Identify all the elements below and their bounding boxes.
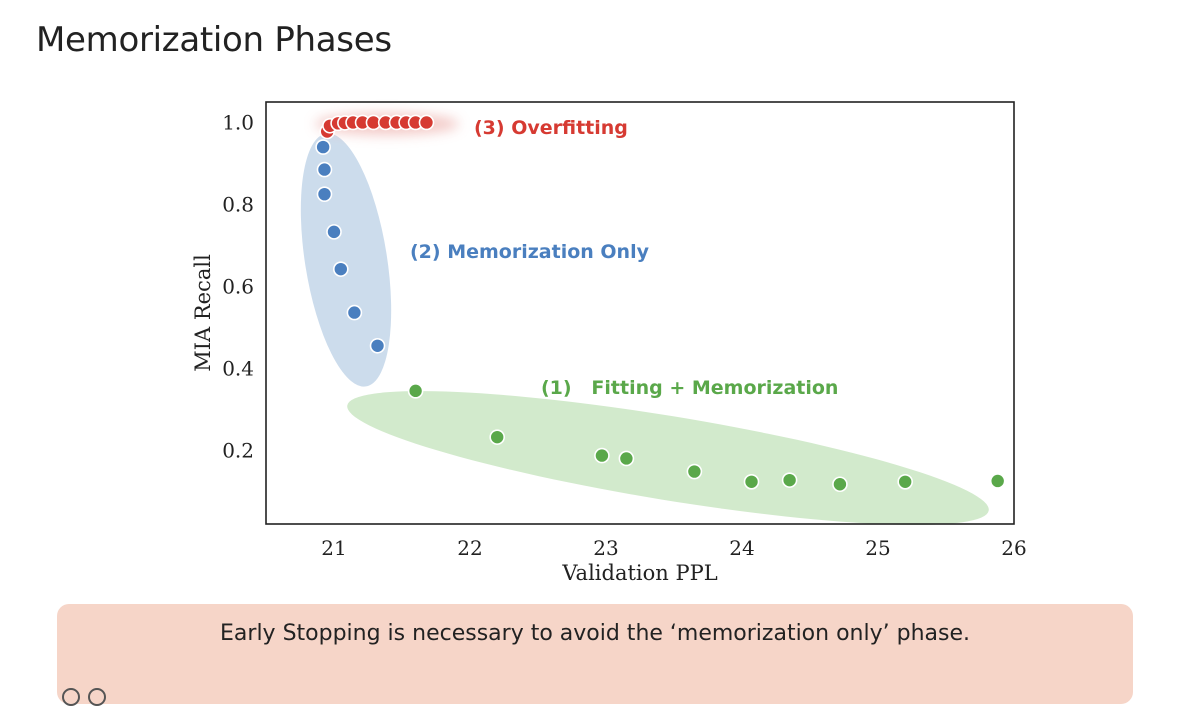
series-1-point [407, 383, 424, 399]
series-1-point [989, 473, 1006, 489]
series-1-point [489, 429, 506, 445]
series-2-point [316, 161, 333, 178]
y-tick-label: 0.6 [222, 274, 254, 298]
series-2-point [315, 139, 331, 155]
label-memorization-only: (2) Memorization Only [410, 241, 650, 263]
x-axis-title: Validation PPL [561, 561, 717, 585]
plot-frame [265, 101, 1015, 525]
y-tick-label: 1.0 [222, 110, 254, 134]
takeaway-box: Early Stopping is necessary to avoid the… [57, 604, 1133, 704]
phase-1-halo [347, 391, 989, 525]
series-1-point [594, 447, 610, 464]
x-tick-label: 25 [865, 536, 890, 560]
phase-halos [300, 113, 989, 525]
series-2-point [369, 337, 386, 354]
series-2-point [346, 304, 363, 321]
label-fitting-memorization: (1) Fitting + Memorization [541, 377, 838, 399]
footer-controls [62, 688, 114, 710]
y-tick-labels: 0.2 0.4 0.6 0.8 1.0 [222, 110, 254, 462]
label-overfitting: (3) Overfitting [474, 117, 628, 139]
x-tick-label: 26 [1001, 536, 1026, 560]
x-tick-label: 21 [321, 536, 346, 560]
series-2-point [326, 224, 342, 240]
series-1-point [781, 472, 798, 488]
footer-dot-1 [62, 688, 80, 706]
y-tick-label: 0.4 [222, 356, 254, 380]
x-tick-label: 23 [593, 536, 618, 560]
series-2-point [316, 186, 333, 202]
series-2-point [332, 261, 349, 277]
phase-2-halo [300, 133, 392, 387]
x-tick-label: 22 [457, 536, 482, 560]
x-tick-label: 24 [729, 536, 754, 560]
slide-title: Memorization Phases [36, 20, 392, 60]
y-tick-label: 0.8 [222, 192, 254, 216]
x-tick-labels: 21 22 23 24 25 26 [321, 536, 1026, 560]
series-1-point [618, 450, 635, 467]
series-1-point [897, 473, 914, 490]
y-axis-title: MIA Recall [191, 254, 215, 372]
y-tick-label: 0.2 [222, 438, 254, 462]
series-1-point [743, 473, 760, 490]
footer-dot-2 [88, 688, 106, 706]
takeaway-text: Early Stopping is necessary to avoid the… [220, 621, 970, 646]
series-3-point [418, 114, 435, 131]
series-1-point [686, 463, 703, 480]
scatter-chart: 21 22 23 24 25 26 0.2 0.4 0.6 0.8 1.0 Validation … [191, 101, 1027, 585]
series-1-point [832, 476, 848, 493]
data-points [315, 114, 1006, 493]
